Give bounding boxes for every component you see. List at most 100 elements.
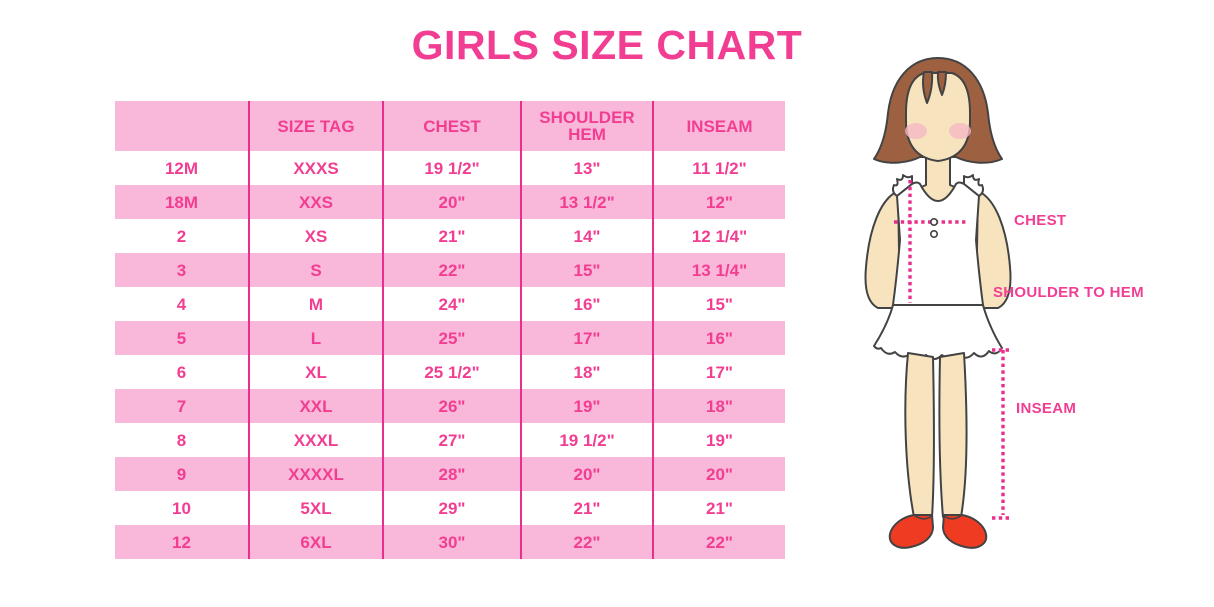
measurement-cell: 15" (520, 253, 653, 287)
skirt-ruffle (873, 304, 1003, 360)
measurement-cell: XL (248, 355, 383, 389)
table-row: 18M XXS 20" 13 1/2" 12" (115, 185, 785, 219)
shirt-button-bottom (930, 230, 939, 239)
table-row: 10 5XL 29" 21" 21" (115, 491, 785, 525)
measurement-cell: XXL (248, 389, 383, 423)
face (905, 72, 971, 162)
row-size-label: 18M (115, 185, 249, 219)
right-shoe-strap (943, 514, 963, 520)
measurement-cell: 18" (652, 389, 785, 423)
measurement-cell: 22" (520, 525, 653, 559)
measurement-cell: 25 1/2" (382, 355, 521, 389)
measurement-cell: 22" (652, 525, 785, 559)
row-size-label: 7 (115, 389, 249, 423)
measurement-cell: 16" (652, 321, 785, 355)
page-title: GIRLS SIZE CHART (411, 22, 803, 68)
table-row: 12M XXXS 19 1/2" 13" 11 1/2" (115, 151, 785, 185)
measurement-cell: 30" (382, 525, 521, 559)
measurement-cell: M (248, 287, 383, 321)
table-row: 12 6XL 30" 22" 22" (115, 525, 785, 559)
measurement-cell: 20" (382, 185, 521, 219)
left-cheek-blush (905, 123, 927, 139)
right-shoe (942, 514, 988, 549)
measurement-cell: 21" (382, 219, 521, 253)
measurement-cell: S (248, 253, 383, 287)
measurement-cell: 15" (652, 287, 785, 321)
left-shoe-strap (913, 514, 933, 520)
measurement-cell: 25" (382, 321, 521, 355)
inseam-label: INSEAM (1016, 400, 1077, 417)
measurement-cell: 20" (652, 457, 785, 491)
corner-cell (115, 101, 249, 151)
table-row: 2 XS 21" 14" 12 1/4" (115, 219, 785, 253)
bang-strand-right (936, 71, 947, 96)
measurement-cell: 17" (652, 355, 785, 389)
girl-figure (864, 57, 1012, 549)
measurement-cell: 11 1/2" (652, 151, 785, 185)
table-row: 4 M 24" 16" 15" (115, 287, 785, 321)
measurement-cell: XS (248, 219, 383, 253)
measurement-cell: 13 1/4" (652, 253, 785, 287)
measurement-guides (894, 180, 1010, 520)
measurement-cell: 17" (520, 321, 653, 355)
girl-measurement-illustration (864, 57, 1012, 549)
measurement-cell: 21" (520, 491, 653, 525)
left-arm (864, 190, 901, 309)
measurement-cell: 29" (382, 491, 521, 525)
row-size-label: 3 (115, 253, 249, 287)
row-size-label: 9 (115, 457, 249, 491)
row-size-label: 6 (176, 362, 187, 382)
column-header: SHOULDER HEM (520, 101, 653, 151)
measurement-cell: 14" (520, 219, 653, 253)
size-table-body: 12M XXXS 19 1/2" 13" 11 1/2" 18M XXS 20" 13 1/2"… (115, 151, 785, 559)
measurement-cell: 13 1/2" (520, 185, 653, 219)
row-size-label: 12M (164, 158, 199, 178)
girls-size-table: SIZE TAG CHEST SHOULDER HEM INSEAM 12M XXXS 1… (115, 101, 785, 559)
measurement-cell: 19 1/2" (382, 151, 521, 185)
measurement-cell: 12" (652, 185, 785, 219)
left-leg (904, 352, 935, 518)
table-row: 8 XXXL 27" 19 1/2" 19" (115, 423, 785, 457)
measurement-cell: 21" (652, 491, 785, 525)
row-size-label: 10 (172, 498, 191, 518)
measurement-cell: 20" (520, 457, 653, 491)
left-shoulder-ruffle (892, 174, 913, 197)
bang-strand-left (922, 71, 934, 104)
measurement-cell: XXS (248, 185, 383, 219)
measurement-cell: 12 1/4" (652, 219, 785, 253)
chest-label: CHEST (1014, 212, 1067, 229)
measurement-cell: 27" (382, 423, 521, 457)
right-arm (975, 190, 1012, 309)
shirt-button-top (930, 218, 939, 227)
measurement-cell: 19" (652, 423, 785, 457)
right-shoulder-ruffle (963, 174, 984, 197)
row-size-label: 5 (115, 321, 249, 355)
table-row: 6 XL 25 1/2" 18" 17" (115, 355, 785, 389)
header-row: SIZE TAG CHEST SHOULDER HEM INSEAM (115, 101, 785, 151)
shirt (892, 181, 984, 306)
measurement-cell: 6XL (248, 525, 383, 559)
table-row: 7 XXL 26" 19" 18" (115, 389, 785, 423)
measurement-cell: XXXXL (248, 457, 383, 491)
measurement-cell: L (248, 321, 383, 355)
column-header: CHEST (382, 101, 521, 151)
shoulder-to-hem-label: SHOULDER TO HEM (993, 284, 1144, 301)
row-size-label: 8 (176, 430, 187, 450)
measurement-cell: 28" (382, 457, 521, 491)
measurement-cell: 16" (520, 287, 653, 321)
row-size-label: 4 (176, 294, 187, 314)
measurement-cell: 5XL (248, 491, 383, 525)
row-size-label: 2 (176, 226, 187, 246)
left-shoe (888, 514, 934, 549)
right-leg (938, 352, 968, 518)
measurement-cell: 18" (520, 355, 653, 389)
column-header: INSEAM (652, 101, 785, 151)
right-cheek-blush (949, 123, 971, 139)
row-size-label: 12 (115, 525, 249, 559)
measurement-cell: 13" (520, 151, 653, 185)
measurement-cell: 26" (382, 389, 521, 423)
measurement-cell: 19" (520, 389, 653, 423)
measurement-cell: 19 1/2" (520, 423, 653, 457)
measurement-cell: XXXL (248, 423, 383, 457)
measurement-cell: 22" (382, 253, 521, 287)
